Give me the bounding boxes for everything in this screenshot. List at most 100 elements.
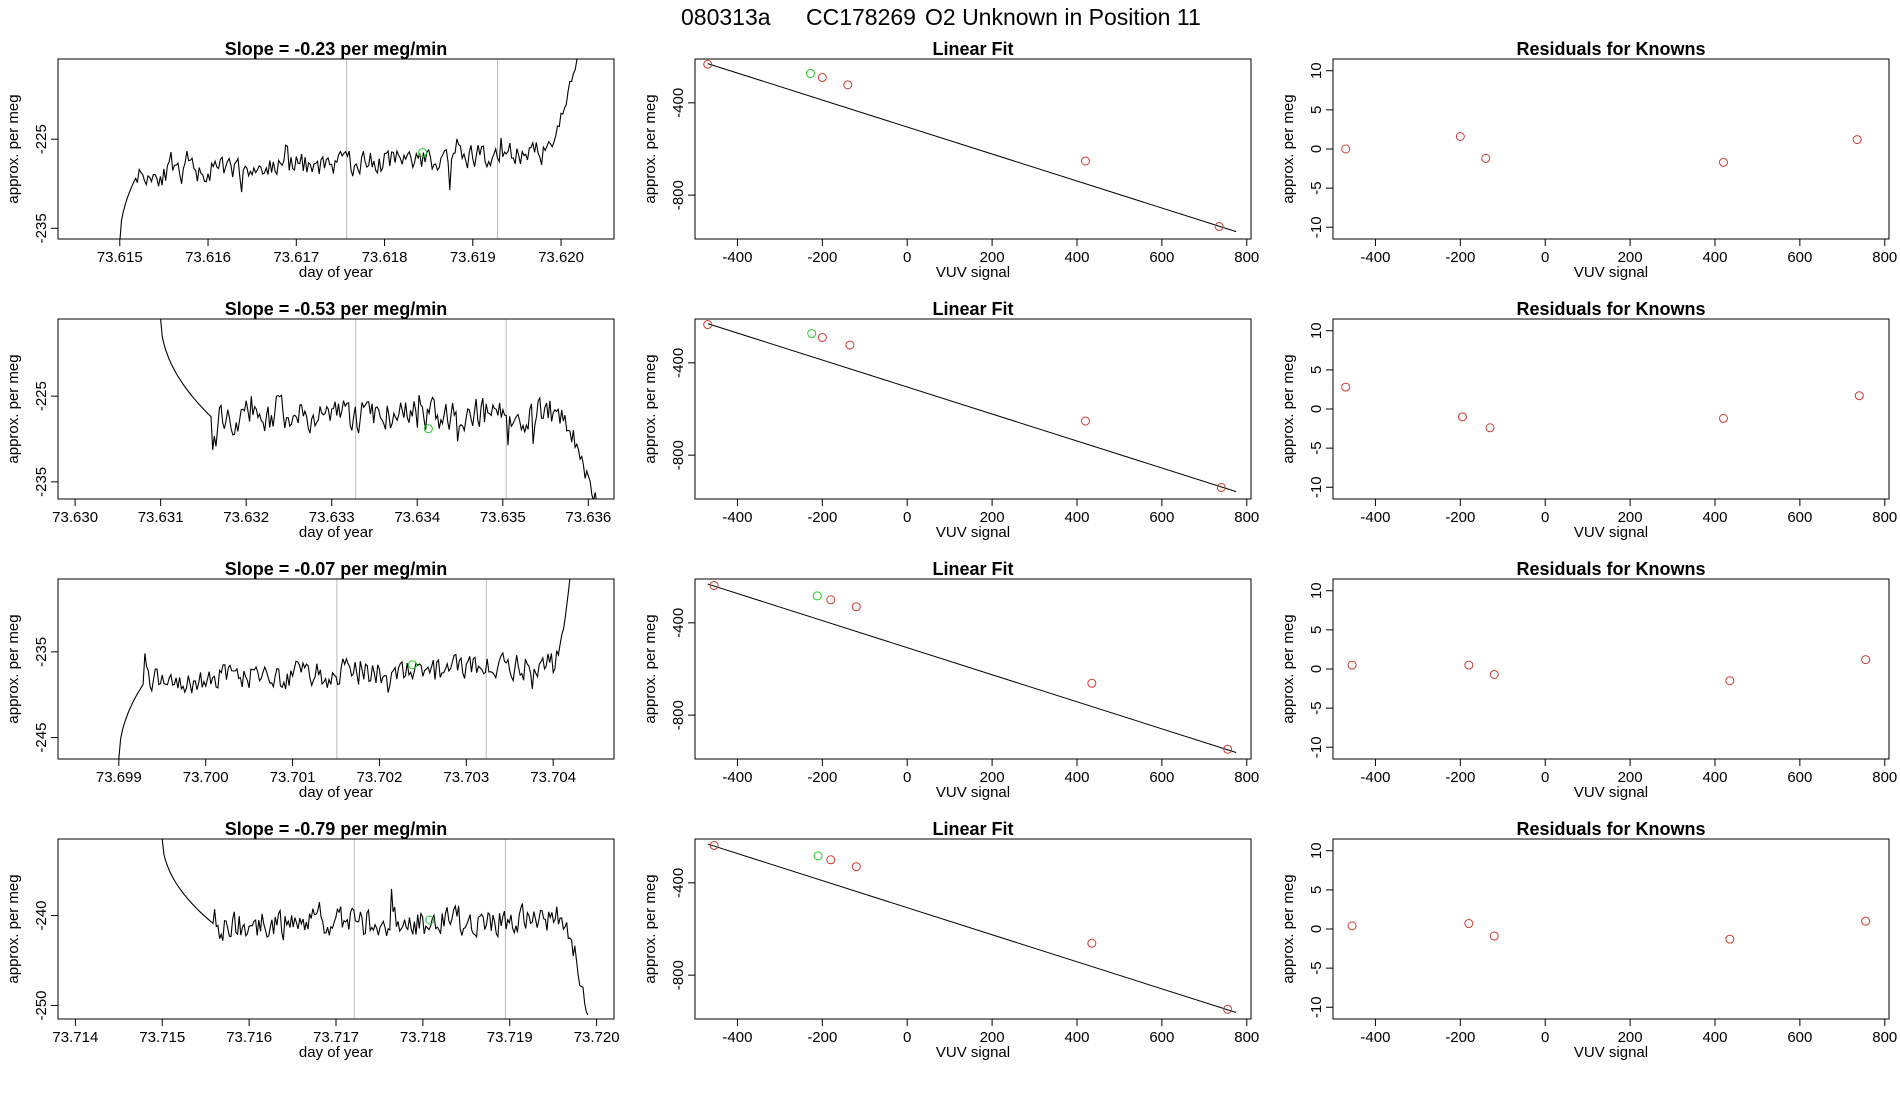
x-tick-label: -200 xyxy=(1445,1029,1475,1046)
y-tick-label: -235 xyxy=(33,213,50,243)
x-tick-label: 73.715 xyxy=(139,1029,185,1046)
y-tick-label: -10 xyxy=(1308,736,1325,758)
x-tick-label: 400 xyxy=(1702,509,1727,526)
x-tick-label: 400 xyxy=(1702,1029,1727,1046)
y-axis-label: approx. per meg xyxy=(642,94,659,203)
x-tick-label: 200 xyxy=(980,249,1005,266)
known-point xyxy=(1861,916,1871,926)
fit-line xyxy=(707,843,1237,1014)
plot-frame xyxy=(694,58,1252,240)
y-tick-label: 10 xyxy=(1308,842,1325,859)
panel-8-linear-fit: Linear Fit -400 -200 0 200 400 600 800 -400 -800 V… xyxy=(642,559,1259,801)
plot-frame xyxy=(57,58,615,240)
known-point xyxy=(1347,660,1357,670)
plot-frame xyxy=(1332,58,1890,240)
y-tick-label: -5 xyxy=(1308,441,1325,454)
unknown-point xyxy=(407,660,417,670)
known-point xyxy=(1347,921,1357,931)
plot-frame xyxy=(694,578,1252,760)
x-tick-label: -200 xyxy=(1445,509,1475,526)
plot-frame xyxy=(1332,318,1890,500)
panel-title: Slope = -0.07 per meg/min xyxy=(225,559,448,579)
x-tick-label: 73.719 xyxy=(487,1029,533,1046)
known-point xyxy=(1481,153,1491,163)
known-point xyxy=(1457,412,1467,422)
x-axis-label: VUV signal xyxy=(1574,1044,1648,1061)
y-tick-label: -225 xyxy=(33,381,50,411)
y-tick-label: -240 xyxy=(33,900,50,930)
known-point xyxy=(1080,416,1090,426)
x-tick-label: -400 xyxy=(1360,509,1390,526)
panel-title: Linear Fit xyxy=(932,299,1013,319)
known-point xyxy=(1489,931,1499,941)
unknown-point xyxy=(425,915,435,925)
panel-title: Slope = -0.23 per meg/min xyxy=(225,39,448,59)
y-tick-label: 5 xyxy=(1308,366,1325,374)
y-axis-label: approx. per meg xyxy=(1280,874,1297,983)
y-tick-label: -400 xyxy=(670,608,687,638)
x-axis-label: VUV signal xyxy=(1574,784,1648,801)
plot-frame xyxy=(57,838,615,1020)
y-axis-label: approx. per meg xyxy=(642,874,659,983)
x-tick-label: -400 xyxy=(722,1029,752,1046)
x-tick-label: 73.703 xyxy=(443,769,489,786)
plot-area xyxy=(119,59,578,239)
x-tick-label: 800 xyxy=(1872,249,1897,266)
y-tick-label: 10 xyxy=(1308,582,1325,599)
known-point xyxy=(843,80,853,90)
x-tick-label: -400 xyxy=(1360,249,1390,266)
y-tick-label: 0 xyxy=(1308,925,1325,933)
known-point xyxy=(1455,131,1465,141)
y-axis-label: approx. per meg xyxy=(1280,354,1297,463)
panel-grid: Slope = -0.23 per meg/min 73.615 73.616 73.… xyxy=(5,39,1897,1061)
known-point xyxy=(1718,413,1728,423)
known-point xyxy=(1087,938,1097,948)
x-tick-label: 800 xyxy=(1234,769,1259,786)
x-tick-label: 73.701 xyxy=(270,769,316,786)
x-tick-label: -200 xyxy=(807,1029,837,1046)
known-point xyxy=(1216,482,1226,492)
x-tick-label: 400 xyxy=(1064,509,1089,526)
x-axis-label: VUV signal xyxy=(1574,524,1648,541)
y-tick-label: 0 xyxy=(1308,145,1325,153)
x-axis-label: VUV signal xyxy=(936,1044,1010,1061)
x-tick-label: 400 xyxy=(1064,1029,1089,1046)
time-series-line xyxy=(118,579,571,759)
x-tick-label: 73.617 xyxy=(273,249,319,266)
y-tick-label: -400 xyxy=(670,88,687,118)
x-tick-label: 400 xyxy=(1064,249,1089,266)
known-point xyxy=(1725,676,1735,686)
plot-area xyxy=(160,319,597,499)
known-point xyxy=(1464,660,1474,670)
known-point xyxy=(826,595,836,605)
x-tick-label: -200 xyxy=(1445,249,1475,266)
y-tick-label: -800 xyxy=(670,700,687,730)
x-tick-label: 600 xyxy=(1787,249,1812,266)
y-tick-label: -800 xyxy=(670,440,687,470)
time-series-line xyxy=(160,319,597,499)
y-tick-label: -5 xyxy=(1308,181,1325,194)
known-point xyxy=(1223,1004,1233,1014)
x-tick-label: 600 xyxy=(1149,249,1174,266)
x-axis-label: VUV signal xyxy=(936,784,1010,801)
x-tick-label: -400 xyxy=(1360,769,1390,786)
x-tick-label: 0 xyxy=(1541,769,1549,786)
panel-2-linear-fit: Linear Fit -400 -200 0 200 400 600 800 -400 -800 V… xyxy=(642,39,1259,281)
x-axis-label: VUV signal xyxy=(1574,264,1648,281)
x-tick-label: -400 xyxy=(722,769,752,786)
x-tick-label: -400 xyxy=(722,249,752,266)
y-axis-label: approx. per meg xyxy=(642,354,659,463)
known-point xyxy=(1341,382,1351,392)
panel-5-linear-fit: Linear Fit -400 -200 0 200 400 600 800 -400 -800 V… xyxy=(642,299,1259,541)
panel-4-time-series: Slope = -0.53 per meg/min 73.630 73.631 73.… xyxy=(5,299,615,541)
panel-title: Linear Fit xyxy=(932,559,1013,579)
known-point xyxy=(1861,655,1871,665)
plot-area xyxy=(1341,131,1862,167)
x-tick-label: -200 xyxy=(807,769,837,786)
y-tick-label: -235 xyxy=(33,467,50,497)
plot-area xyxy=(161,839,589,1019)
x-tick-label: 200 xyxy=(1618,1029,1643,1046)
unknown-point xyxy=(805,69,815,79)
x-axis-label: day of year xyxy=(299,1044,373,1061)
x-tick-label: 73.618 xyxy=(362,249,408,266)
